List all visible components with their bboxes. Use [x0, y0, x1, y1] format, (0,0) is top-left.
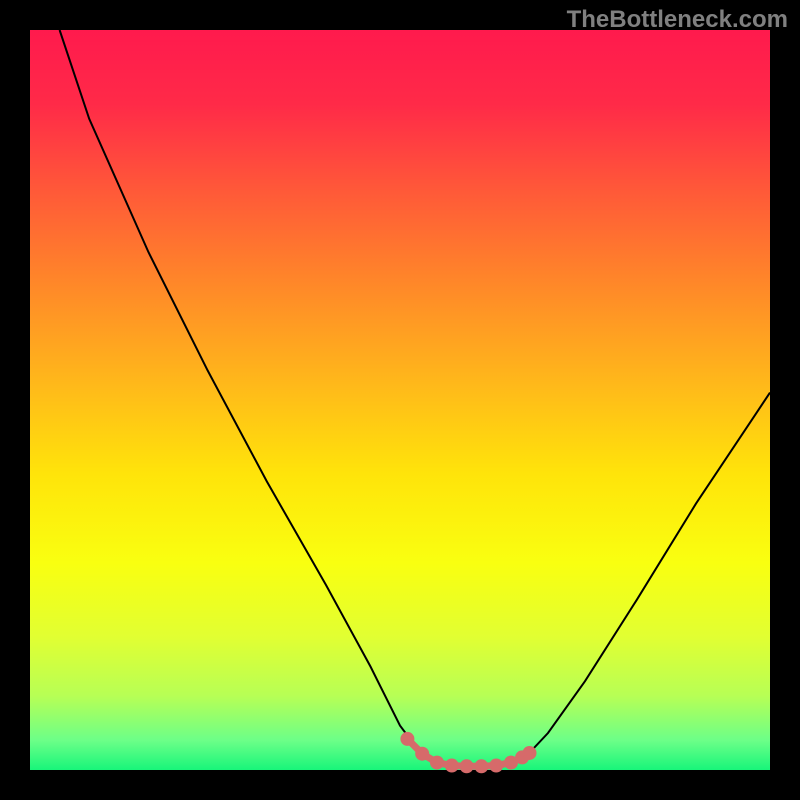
marker-dot — [430, 756, 444, 770]
marker-dot — [460, 759, 474, 773]
marker-dot — [474, 759, 488, 773]
marker-dot — [415, 747, 429, 761]
chart-container: TheBottleneck.com — [0, 0, 800, 800]
marker-dot — [523, 746, 537, 760]
plot-background — [30, 30, 770, 770]
marker-dot — [445, 759, 459, 773]
chart-svg — [0, 0, 800, 800]
marker-dot — [400, 732, 414, 746]
marker-dot — [489, 759, 503, 773]
